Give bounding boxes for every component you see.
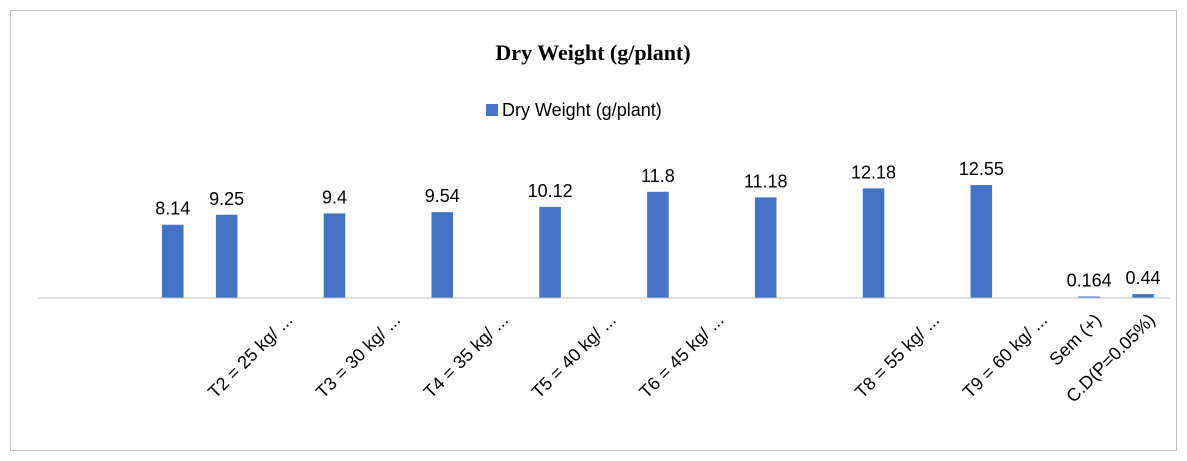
data-label: 0.44 bbox=[1126, 268, 1161, 288]
legend-swatch bbox=[486, 104, 498, 116]
data-label: 9.54 bbox=[425, 186, 460, 206]
data-label: 11.18 bbox=[744, 171, 788, 191]
bar bbox=[539, 206, 561, 298]
bar bbox=[431, 212, 454, 298]
bar bbox=[1132, 294, 1154, 298]
bar bbox=[323, 213, 346, 298]
bar bbox=[862, 188, 885, 298]
legend-label: Dry Weight (g/plant) bbox=[502, 100, 662, 120]
bar bbox=[161, 224, 184, 298]
bar bbox=[647, 191, 669, 298]
data-label: 12.18 bbox=[851, 162, 896, 182]
data-label: 9.4 bbox=[322, 187, 347, 207]
chart-title: Dry Weight (g/plant) bbox=[495, 40, 690, 65]
data-label: 12.55 bbox=[959, 159, 1004, 179]
data-label: 9.25 bbox=[209, 189, 244, 209]
bar bbox=[970, 185, 993, 298]
data-label: 8.14 bbox=[155, 199, 190, 219]
data-label: 10.12 bbox=[528, 181, 573, 201]
chart-frame bbox=[10, 10, 1177, 451]
bar bbox=[1078, 296, 1100, 298]
bar bbox=[215, 214, 238, 298]
bar bbox=[754, 197, 777, 298]
data-label: 0.164 bbox=[1067, 271, 1112, 291]
data-label: 11.8 bbox=[641, 166, 675, 186]
